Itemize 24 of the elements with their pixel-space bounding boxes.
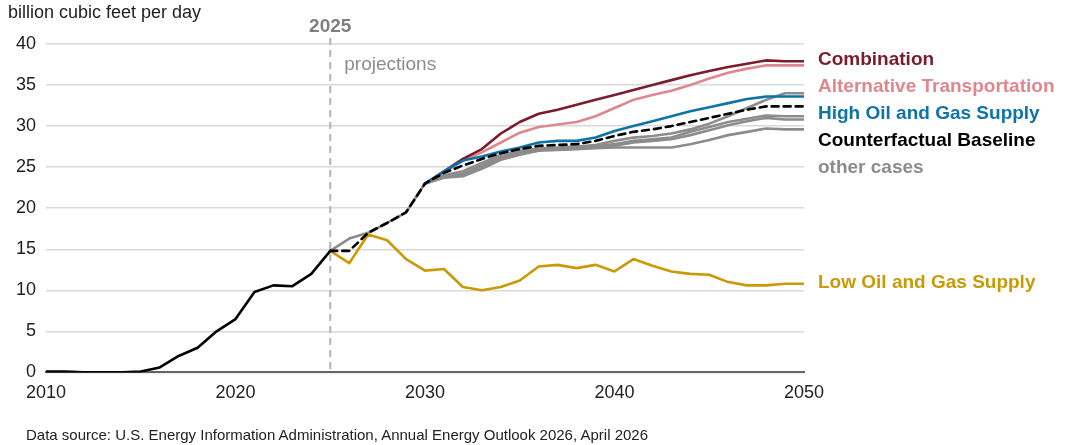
y-tick-label: 35	[15, 74, 37, 95]
source-note: Data source: U.S. Energy Information Administration, Annual Energy Outlook 2026, April 2026	[26, 426, 649, 443]
x-tick-label: 2050	[783, 382, 825, 403]
series-label: other cases	[818, 156, 924, 179]
annotation: projections	[344, 52, 437, 74]
series-label: Low Oil and Gas Supply	[818, 270, 1036, 293]
series-label: Combination	[818, 48, 935, 71]
y-tick-label: 20	[15, 197, 37, 218]
series-label: Alternative Transportation	[818, 75, 1055, 98]
series-label: High Oil and Gas Supply	[818, 102, 1040, 125]
y-tick-label: 5	[26, 320, 37, 341]
ref-line-label: 2025	[309, 14, 352, 36]
x-tick-label: 2020	[215, 382, 256, 403]
y-tick-label: 40	[15, 32, 37, 53]
x-tick-label: 2030	[404, 382, 446, 403]
series-label: Counterfactual Baseline	[818, 129, 1036, 152]
x-tick-label: 2040	[594, 382, 635, 403]
x-tick-label: 2010	[26, 382, 67, 403]
y-tick-label: 15	[15, 238, 37, 259]
y-tick-label: 10	[15, 279, 37, 300]
y-tick-label: 30	[15, 115, 37, 136]
y-tick-label: 25	[15, 156, 37, 177]
y-axis-title: billion cubic feet per day	[8, 2, 202, 23]
y-tick-label: 0	[26, 361, 37, 382]
